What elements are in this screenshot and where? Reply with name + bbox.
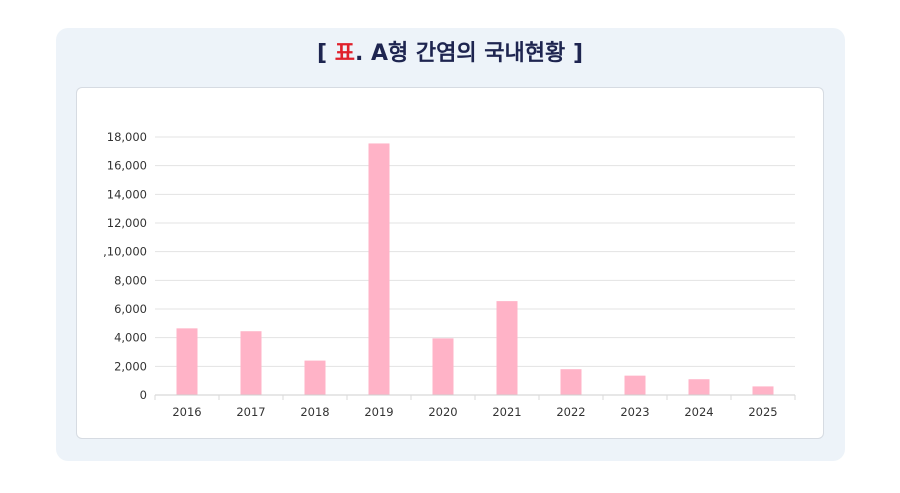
page-title: [ 표. A형 간염의 국내현황 ]: [0, 38, 900, 70]
x-tick-label: 2017: [236, 405, 265, 419]
y-tick-label: 16,000: [107, 159, 147, 173]
bar-2019: [368, 143, 390, 395]
y-tick-label: 12,000: [107, 216, 147, 230]
title-open-bracket: [: [316, 41, 328, 66]
gridlines: [155, 136, 795, 367]
y-tick-label: 0: [140, 388, 147, 402]
x-tick-labels: 2016 2017 2018 2019 2020 2021 2022 2023 2024 2025: [172, 405, 777, 419]
bar-2020: [432, 338, 454, 395]
x-tick-label: 2020: [428, 405, 457, 419]
x-axis: [154, 394, 796, 400]
x-tick-label: 2021: [492, 405, 521, 419]
y-tick-label: 2,000: [114, 359, 147, 373]
y-tick-label: 6,000: [114, 302, 147, 316]
y-tick-label: 4,000: [114, 331, 147, 345]
bar-2022: [560, 369, 582, 395]
bar-2018: [304, 360, 326, 395]
x-tick-label: 2016: [172, 405, 201, 419]
y-tick-label: 8,000: [114, 273, 147, 287]
y-tick-labels: 0 2,000 4,000 6,000 8,000 ,10,000 12,000 14,000…: [103, 130, 147, 402]
bar-2021: [496, 301, 518, 395]
x-tick-label: 2022: [556, 405, 585, 419]
bar-2017: [240, 331, 262, 395]
title-close-bracket: ]: [572, 41, 583, 66]
x-tick-label: 2024: [684, 405, 713, 419]
y-tick-label: ,10,000: [103, 245, 147, 259]
title-text: . A형 간염의 국내현황: [354, 41, 566, 66]
bar-2025: [752, 386, 774, 395]
x-tick-label: 2023: [620, 405, 649, 419]
x-tick-label: 2018: [300, 405, 329, 419]
x-tick-label: 2025: [748, 405, 777, 419]
bar-2023: [624, 375, 646, 395]
bar-2024: [688, 379, 710, 395]
bar-2016: [176, 328, 198, 395]
bars: [176, 143, 774, 395]
y-tick-label: 14,000: [107, 187, 147, 201]
y-tick-label: 18,000: [107, 130, 147, 144]
title-accent: 표: [334, 41, 355, 66]
x-tick-label: 2019: [364, 405, 393, 419]
